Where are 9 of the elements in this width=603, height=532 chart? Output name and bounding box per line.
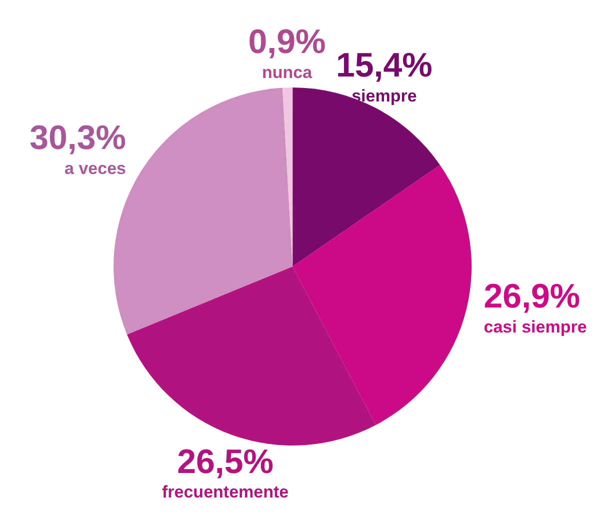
slice-label: casi siempre [484,318,587,337]
data-label: 0,9% [248,23,326,62]
data-label: 30,3% [30,119,126,157]
slice-label: nunca [262,63,313,82]
data-label: 26,9% [484,278,580,316]
data-label: 26,5% [177,442,274,481]
data-label: 15,4% [336,46,432,85]
slice-label: a veces [64,158,126,178]
slice-label: frecuentemente [162,482,289,502]
